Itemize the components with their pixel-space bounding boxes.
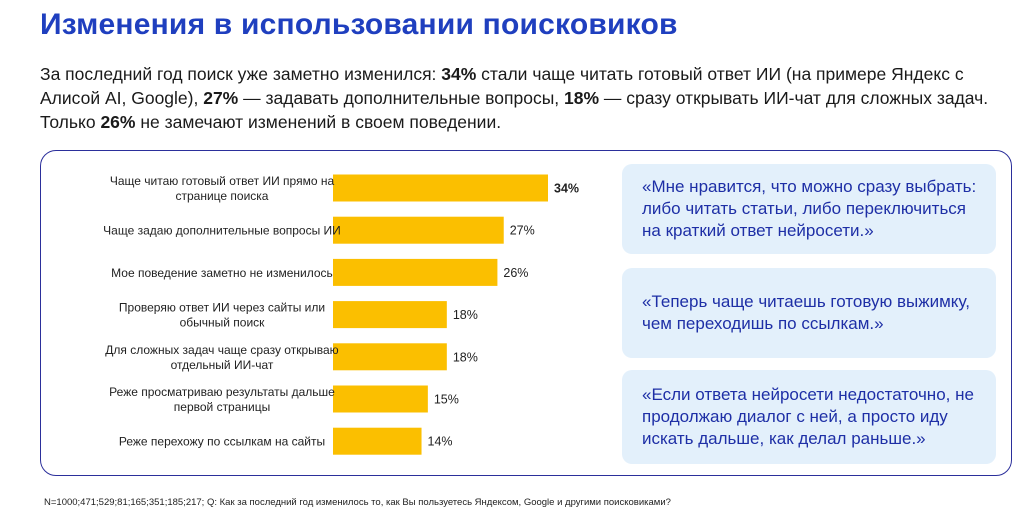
bar [333,301,447,329]
bar [333,385,428,413]
content-panel [40,150,1012,476]
category-label: обычный поиск [180,316,266,330]
bar [333,427,422,455]
category-label: первой страницы [174,400,270,414]
bar-value-label: 18% [453,308,478,322]
category-label: Для сложных задач чаще сразу открываю [105,343,338,357]
footnote: N=1000;471;529;81;165;351;185;217; Q: Ка… [44,497,671,508]
intro-part-3: — задавать дополнительные вопросы, [238,88,564,108]
quote-card: «Если ответа нейросети недостаточно, не … [622,370,996,464]
intro-part-2: стали чаще читать готовый ответ ИИ (на п… [40,64,964,108]
intro-part-4: — сразу открывать ИИ-чат для сложных зад… [40,88,989,132]
category-label: Чаще задаю дополнительные вопросы ИИ [103,224,341,238]
category-label: Мое поведение заметно не изменилось [111,266,333,280]
bar-value-label: 14% [428,435,453,449]
bar-value-label: 34% [554,182,579,196]
bar [333,343,447,371]
category-label: отдельный ИИ-чат [171,358,274,372]
category-label: Чаще читаю готовый ответ ИИ прямо на [110,174,335,188]
intro-part-5: не замечают изменений в своем поведении. [135,112,502,132]
category-label: странице поиска [176,189,269,203]
intro-value-2: 27% [203,88,239,108]
quote-text: «Если ответа нейросети недостаточно, не … [642,385,974,448]
quote-card: «Мне нравится, что можно сразу выбрать: … [622,164,996,254]
intro-text: За последний год поиск уже заметно измен… [40,62,990,134]
quote-card: «Теперь чаще читаешь готовую выжимку, че… [622,268,996,358]
bar-value-label: 26% [503,266,528,280]
intro-value-3: 18% [564,88,600,108]
bar-value-label: 15% [434,393,459,407]
category-label: Реже просматриваю результаты дальше [109,385,335,399]
page-title: Изменения в использовании поисковиков [40,8,678,41]
bar-value-label: 27% [510,224,535,238]
intro-value-1: 34% [441,64,477,84]
bar [333,174,548,202]
intro-value-4: 26% [100,112,136,132]
quote-text: «Мне нравится, что можно сразу выбрать: … [642,177,977,240]
quote-text: «Теперь чаще читаешь готовую выжимку, че… [642,292,970,333]
intro-part-1: За последний год поиск уже заметно измен… [40,64,442,84]
category-label: Реже перехожу по ссылкам на сайты [119,435,325,449]
category-label: Проверяю ответ ИИ через сайты или [119,301,325,315]
bar [333,258,498,286]
bar-chart: 34% Чаще читаю готовый ответ ИИ прямо нас… [103,174,579,455]
bar [333,216,504,244]
bar-value-label: 18% [453,350,478,364]
